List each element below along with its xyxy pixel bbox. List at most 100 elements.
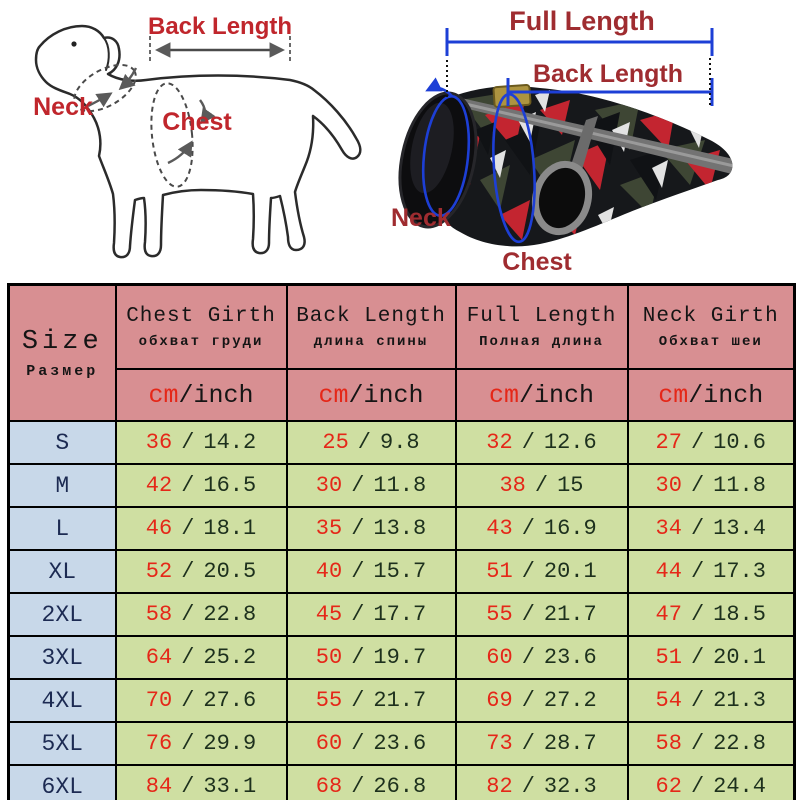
inch-value: 11.8	[713, 473, 766, 498]
value-separator: /	[690, 602, 705, 627]
cm-value: 27	[655, 430, 682, 455]
cm-value: 55	[315, 688, 343, 713]
measure-cell: 47 / 18.5	[626, 592, 796, 637]
inch-value: 26.8	[373, 774, 427, 799]
unit-sep: /	[518, 380, 534, 410]
value-separator: /	[690, 559, 705, 584]
inch-value: 25.2	[203, 645, 257, 670]
size-cell: 3XL	[7, 635, 117, 680]
unit-sep: /	[178, 380, 194, 410]
collar-sheen	[410, 102, 454, 194]
size-cell: M	[7, 463, 117, 508]
inch-value: 20.5	[203, 559, 257, 584]
unit-sep: /	[348, 380, 364, 410]
size-cell: 4XL	[7, 678, 117, 723]
cm-value: 64	[145, 645, 173, 670]
measure-cell: 36 / 14.2	[114, 420, 288, 465]
inch-value: 27.6	[203, 688, 257, 713]
size-chart-table: Size Размер Chest Girth обхват груди Bac…	[7, 283, 796, 800]
cm-value: 40	[315, 559, 343, 584]
value-separator: /	[181, 731, 195, 756]
cm-value: 76	[145, 731, 173, 756]
value-separator: /	[181, 688, 195, 713]
header-size-en: Size	[21, 326, 103, 357]
value-separator: /	[181, 774, 195, 799]
table-row-5xl: 5XL 76 / 29.9 60 / 23.6 73 / 28.7 58 / 22.8	[7, 721, 796, 766]
measure-cell: 84 / 33.1	[114, 764, 288, 800]
cm-value: 38	[499, 473, 526, 498]
header-full-en: Full Length	[466, 304, 617, 328]
jacket-back-length-label: Back Length	[533, 60, 683, 88]
cm-value: 51	[655, 645, 682, 670]
unit-inch: inch	[363, 380, 424, 410]
header-cell-chest-girth: Chest Girth обхват груди	[114, 283, 288, 370]
value-separator: /	[690, 688, 705, 713]
dog-back-length-label: Back Length	[148, 13, 292, 40]
measure-cell: 30 / 11.8	[626, 463, 796, 508]
cm-value: 70	[145, 688, 173, 713]
cm-value: 84	[145, 774, 173, 799]
table-row-xl: XL 52 / 20.5 40 / 15.7 51 / 20.1 44 / 17.3	[7, 549, 796, 594]
cm-value: 55	[486, 602, 513, 627]
cm-value: 46	[145, 516, 173, 541]
header-neck-en: Neck Girth	[642, 304, 779, 328]
measure-cell: 55 / 21.7	[454, 592, 629, 637]
measure-cell: 51 / 20.1	[626, 635, 796, 680]
value-separator: /	[690, 645, 705, 670]
measurement-diagrams: Back Length Neck Chest	[0, 0, 800, 283]
measure-cell: 44 / 17.3	[626, 549, 796, 594]
table-row-6xl: 6XL 84 / 33.1 68 / 26.8 82 / 32.3 62 / 24.4	[7, 764, 796, 800]
unit-cm: cm	[488, 380, 519, 410]
unit-cell-chest: cm/inch	[114, 368, 288, 422]
measure-cell: 70 / 27.6	[114, 678, 288, 723]
measure-cell: 30 / 11.8	[285, 463, 457, 508]
inch-value: 17.7	[373, 602, 427, 627]
cm-value: 52	[145, 559, 173, 584]
measure-cell: 43 / 16.9	[454, 506, 629, 551]
value-separator: /	[351, 473, 365, 498]
dog-chest-arrow	[199, 99, 216, 125]
cm-value: 58	[655, 731, 682, 756]
inch-value: 16.9	[543, 516, 597, 541]
cm-value: 34	[655, 516, 682, 541]
table-row-2xl: 2XL 58 / 22.8 45 / 17.7 55 / 21.7 47 / 18.5	[7, 592, 796, 637]
inch-value: 18.5	[713, 602, 766, 627]
measure-cell: 82 / 32.3	[454, 764, 629, 800]
value-separator: /	[690, 516, 705, 541]
cm-value: 35	[315, 516, 343, 541]
value-separator: /	[351, 645, 365, 670]
unit-cell-neck: cm/inch	[626, 368, 796, 422]
inch-value: 22.8	[203, 602, 257, 627]
value-separator: /	[521, 516, 535, 541]
measure-cell: 27 / 10.6	[626, 420, 796, 465]
value-separator: /	[357, 430, 371, 455]
unit-cell-back: cm/inch	[285, 368, 457, 422]
measure-cell: 42 / 16.5	[114, 463, 288, 508]
inch-value: 9.8	[380, 430, 420, 455]
jacket-neck-loop	[421, 94, 471, 218]
value-separator: /	[351, 559, 365, 584]
inch-value: 21.7	[543, 602, 597, 627]
measure-cell: 69 / 27.2	[454, 678, 629, 723]
inch-value: 32.3	[543, 774, 597, 799]
value-separator: /	[351, 602, 365, 627]
cm-value: 68	[315, 774, 343, 799]
cm-value: 73	[486, 731, 513, 756]
inch-value: 22.8	[713, 731, 766, 756]
inch-value: 27.2	[543, 688, 597, 713]
dog-neck-label: Neck	[33, 93, 93, 121]
measure-cell: 73 / 28.7	[454, 721, 629, 766]
header-cell-neck-girth: Neck Girth Обхват шеи	[626, 283, 796, 370]
value-separator: /	[181, 516, 195, 541]
inch-value: 15	[557, 473, 584, 498]
table-row-s: S 36 / 14.2 25 / 9.8 32 / 12.6 27 / 10.6	[7, 420, 796, 465]
inch-value: 23.6	[543, 645, 597, 670]
cm-value: 47	[655, 602, 682, 627]
cm-value: 32	[486, 430, 513, 455]
jacket-full-length-label: Full Length	[509, 6, 654, 36]
cm-value: 25	[322, 430, 349, 455]
size-cell: 2XL	[7, 592, 117, 637]
value-separator: /	[690, 731, 705, 756]
cm-value: 30	[655, 473, 682, 498]
cm-value: 44	[655, 559, 682, 584]
